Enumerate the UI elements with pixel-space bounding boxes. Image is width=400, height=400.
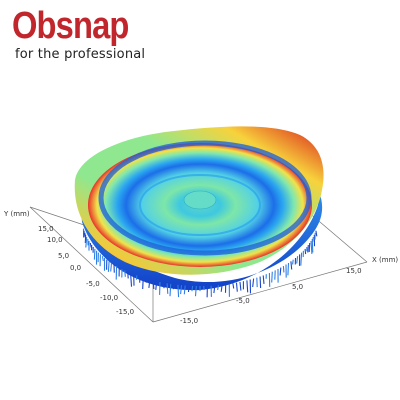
surface-spike — [259, 276, 262, 289]
surface-spike — [307, 244, 309, 253]
surface-spike — [262, 275, 265, 284]
brand-name: Obsnap — [12, 5, 129, 47]
surface-spike — [155, 281, 158, 290]
surface-spike — [310, 240, 313, 254]
brand-tagline: for the professional — [15, 47, 146, 62]
surface-spike — [252, 278, 255, 288]
surface-spike — [232, 283, 235, 289]
surface — [74, 126, 324, 298]
x-tick-label: -15,0 — [180, 317, 198, 325]
surface-spike — [180, 285, 183, 295]
y-tick-label: 10,0 — [47, 236, 63, 244]
surface-spike — [308, 242, 311, 253]
surface-spike — [89, 242, 92, 248]
surface-spike — [177, 284, 180, 298]
surface-spike — [110, 262, 113, 272]
surface-spike — [312, 236, 314, 242]
surface-spike — [279, 267, 282, 276]
surface-spike — [300, 252, 303, 266]
surface-spike — [239, 281, 242, 291]
surface-spike — [246, 280, 249, 293]
x-ticks: -15,0 -5,0 5,0 15,0 — [180, 267, 362, 325]
y-tick-label: 0,0 — [70, 264, 81, 272]
x-tick-label: 15,0 — [346, 267, 362, 275]
surface-spike — [296, 256, 299, 264]
surface-spike — [183, 285, 186, 295]
surface-spike — [271, 271, 273, 283]
surface-spike — [287, 262, 290, 276]
surface-inner-ring — [139, 174, 261, 236]
frame-y-axis — [29, 206, 154, 323]
surface-spike — [213, 285, 216, 294]
surface-spike — [124, 270, 126, 277]
surface-spike — [290, 261, 293, 270]
surface-spike — [162, 282, 165, 289]
surface-spike — [148, 279, 151, 288]
surface-spike — [235, 282, 238, 292]
y-tick-label: 15,0 — [38, 225, 54, 233]
surface-spike — [203, 285, 205, 291]
surface-spike — [166, 283, 169, 294]
y-tick-label: -15,0 — [116, 308, 134, 316]
x-tick-label: -5,0 — [236, 297, 250, 305]
surface-noise-spikes — [82, 228, 318, 298]
surface-spike — [93, 248, 96, 260]
surface-spike — [315, 230, 318, 237]
surface-center-peak — [183, 190, 217, 210]
frame-x-axis — [152, 261, 368, 323]
surface-spike — [304, 248, 307, 255]
surface-spike — [217, 285, 220, 291]
surface-spike — [191, 285, 194, 292]
y-tick-label: -10,0 — [100, 294, 118, 302]
y-tick-label: 5,0 — [58, 252, 69, 260]
surface-spike — [220, 284, 223, 292]
y-tick-label: -5,0 — [86, 280, 100, 288]
x-axis-title: X (mm) — [372, 256, 398, 264]
surface-spike — [152, 280, 155, 290]
surface-spike — [282, 266, 285, 273]
surface-spike — [194, 285, 197, 297]
surface-spike — [292, 259, 294, 265]
surface-spike — [142, 277, 144, 290]
surface-spike — [130, 272, 133, 287]
surface-spike — [101, 256, 104, 262]
surface-spike — [85, 236, 88, 248]
surface-outer-groove — [98, 140, 312, 256]
surface-spike — [127, 271, 129, 279]
surface-spike — [107, 261, 110, 272]
surface-spike — [169, 283, 172, 297]
brand-logo: Obsnap for the professional — [12, 6, 147, 62]
y-ticks: 15,0 10,0 5,0 0,0 -5,0 -10,0 -15,0 — [38, 225, 134, 316]
surface-spike — [172, 284, 175, 290]
x-tick-label: 5,0 — [292, 283, 303, 291]
y-axis-title: Y (mm) — [3, 210, 30, 218]
